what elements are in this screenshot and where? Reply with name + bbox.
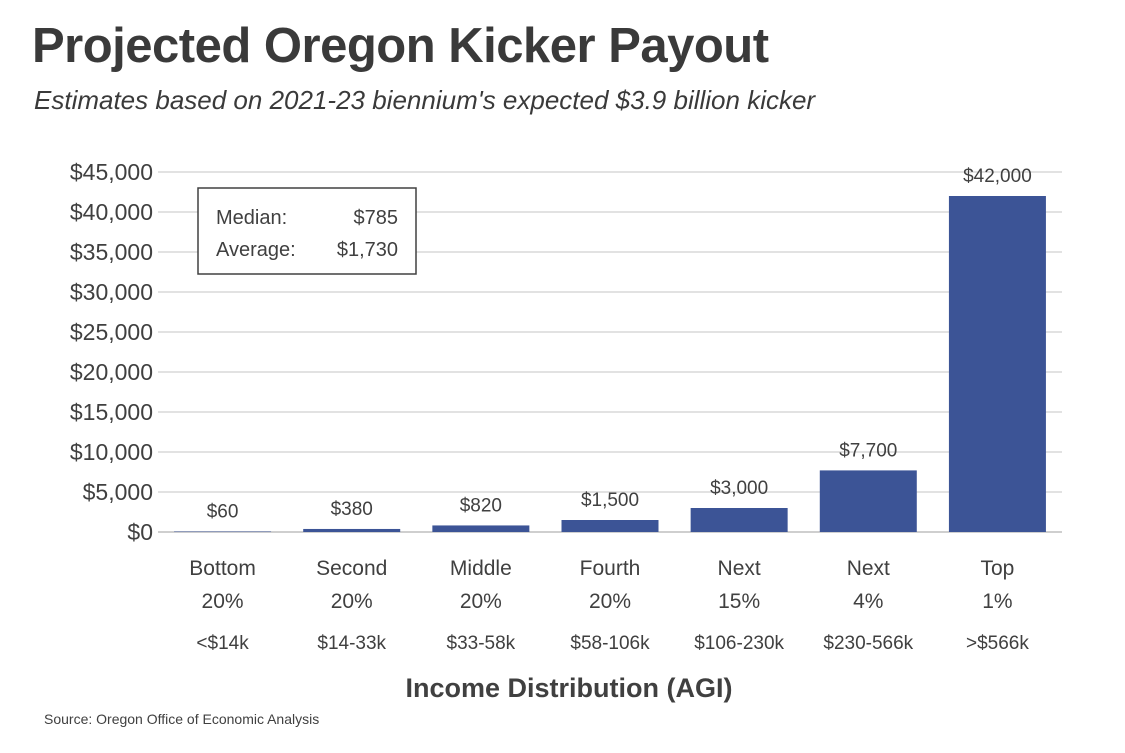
bar [303,528,401,532]
y-tick-label: $45,000 [70,159,153,185]
x-tick-group: Next [847,557,890,580]
x-tick-range: <$14k [196,633,249,654]
x-tick-share: 20% [331,590,373,613]
data-label: $3,000 [710,478,768,499]
x-tick-range: $33-58k [447,633,516,654]
x-tick-share: 20% [589,590,631,613]
y-tick-label: $0 [127,519,153,545]
x-axis-label: Income Distribution (AGI) [406,673,733,703]
bar [690,508,788,532]
x-tick-group: Bottom [189,557,256,580]
source-note: Source: Oregon Office of Economic Analys… [44,711,320,727]
chart-subtitle: Estimates based on 2021-23 biennium's ex… [34,85,816,115]
x-tick-group: Next [718,557,761,580]
annotation-frame [197,187,417,275]
data-label: $1,500 [581,490,639,511]
x-tick-share: 20% [460,590,502,613]
bar [174,531,272,533]
x-axis-tick-labels: Bottom 20% <$14k Second 20% $14-33k Middle 20% $… [189,557,1029,654]
x-tick-group: Top [980,557,1014,580]
data-labels: $60 $380 $820 $1,500 $3,000 $7,700 $42,000 [207,166,1032,523]
bar [432,525,530,532]
bars [174,196,1046,533]
median-average-annotation: Median: $785 Average: $1,730 [197,187,417,275]
x-tick-group: Second [316,557,387,580]
x-tick-range: $58-106k [570,633,650,654]
x-tick-range: $230-566k [823,633,913,654]
x-tick-group: Middle [450,557,512,580]
bar [948,196,1046,532]
y-tick-label: $25,000 [70,319,153,345]
y-axis-tick-labels: $0 $5,000 $10,000 $15,000 $20,000 $25,000 $30,… [70,159,153,545]
x-tick-range: $106-230k [694,633,784,654]
y-tick-label: $20,000 [70,359,153,385]
x-tick-range: >$566k [966,633,1029,654]
x-tick-share: 1% [982,590,1012,613]
x-tick-share: 20% [202,590,244,613]
bar [819,470,917,532]
average-value: $1,730 [337,239,398,261]
y-tick-label: $35,000 [70,239,153,265]
data-label: $380 [331,499,373,520]
y-tick-label: $15,000 [70,399,153,425]
y-tick-label: $10,000 [70,439,153,465]
median-label: Median: [216,207,287,229]
median-value: $785 [354,207,399,229]
average-label: Average: [216,239,296,261]
data-label: $60 [207,502,239,523]
data-label: $7,700 [839,440,897,461]
chart-title: Projected Oregon Kicker Payout [32,19,769,73]
bar [561,520,659,532]
x-tick-group: Fourth [580,557,641,580]
x-tick-range: $14-33k [317,633,386,654]
y-tick-label: $5,000 [83,479,153,505]
x-tick-share: 4% [853,590,883,613]
data-label: $42,000 [963,166,1032,187]
data-label: $820 [460,495,502,516]
y-tick-label: $40,000 [70,199,153,225]
y-tick-label: $30,000 [70,279,153,305]
x-tick-share: 15% [718,590,760,613]
